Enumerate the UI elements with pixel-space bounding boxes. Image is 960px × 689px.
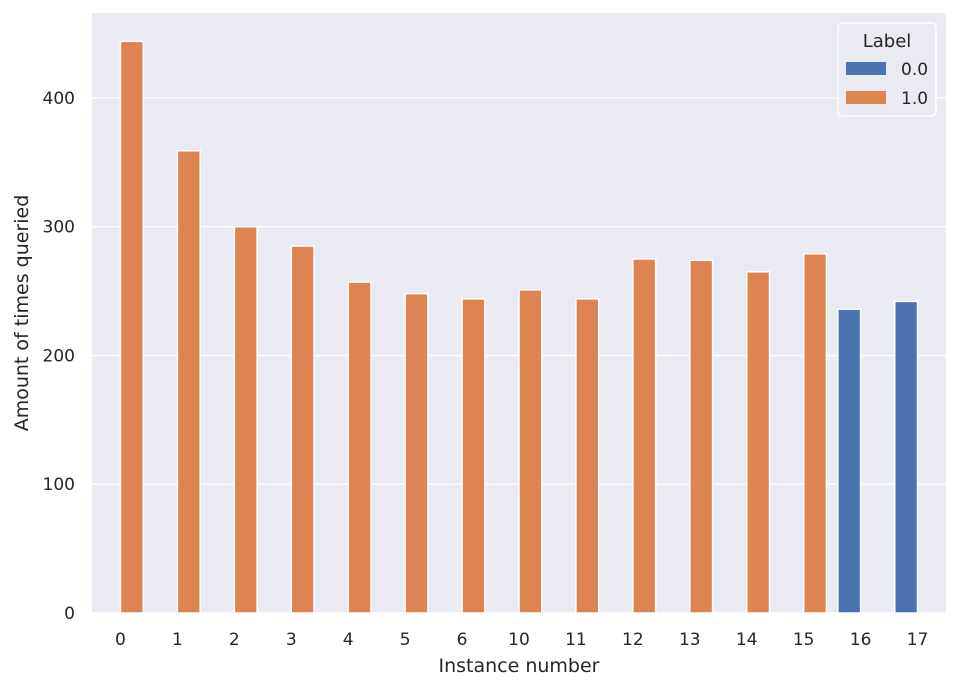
bar-5-label-1.0 [404,292,429,614]
x-tick-label-17: 17 [907,630,929,650]
bar-2-label-1.0 [233,225,258,614]
bar-14-label-1.0 [745,271,771,614]
legend-title: Label [863,31,912,52]
x-tick-label-14: 14 [736,630,758,650]
bar-10-label-1.0 [518,289,543,614]
x-tick-label-5: 5 [400,630,411,650]
legend: Label 0.0 1.0 [837,22,937,117]
x-tick-label-4: 4 [343,630,354,650]
y-tick-label-300: 300 [43,218,75,238]
bar-11-label-1.0 [575,298,600,614]
y-tick-labels: 0 100 200 300 400 [43,89,75,624]
legend-label-0.0: 0.0 [901,60,928,80]
bar-13-label-1.0 [689,259,714,614]
x-axis-label: Instance number [438,655,599,677]
x-tick-label-10: 10 [508,630,530,650]
x-tick-label-15: 15 [793,630,815,650]
bar-0-label-1.0 [119,40,144,614]
legend-swatch-0.0 [846,62,886,75]
bar-12-label-1.0 [632,258,657,614]
x-tick-label-3: 3 [286,630,297,650]
x-tick-labels: 0 1 2 3 4 5 6 10 11 12 13 14 15 16 17 [115,630,928,650]
bar-16-label-0.0 [837,308,862,614]
legend-label-1.0: 1.0 [901,89,928,109]
bar-17-label-0.0 [894,300,919,614]
x-tick-label-6: 6 [457,630,468,650]
bars [119,40,919,614]
x-tick-label-12: 12 [622,630,644,650]
y-tick-label-400: 400 [43,89,75,109]
bar-6-label-1.0 [461,298,486,614]
x-tick-label-0: 0 [115,630,126,650]
y-tick-label-100: 100 [43,475,75,495]
x-tick-label-13: 13 [679,630,701,650]
x-tick-label-11: 11 [565,630,587,650]
bar-1-label-1.0 [176,150,201,614]
bar-3-label-1.0 [290,245,315,614]
x-tick-label-2: 2 [229,630,240,650]
x-tick-label-1: 1 [172,630,183,650]
bar-15-label-1.0 [802,253,828,614]
y-tick-label-200: 200 [43,346,75,366]
bar-4-label-1.0 [347,281,372,614]
y-tick-label-0: 0 [64,604,75,624]
y-axis-label: Amount of times queried [11,195,33,432]
legend-swatch-1.0 [846,91,886,104]
x-tick-label-16: 16 [850,630,872,650]
